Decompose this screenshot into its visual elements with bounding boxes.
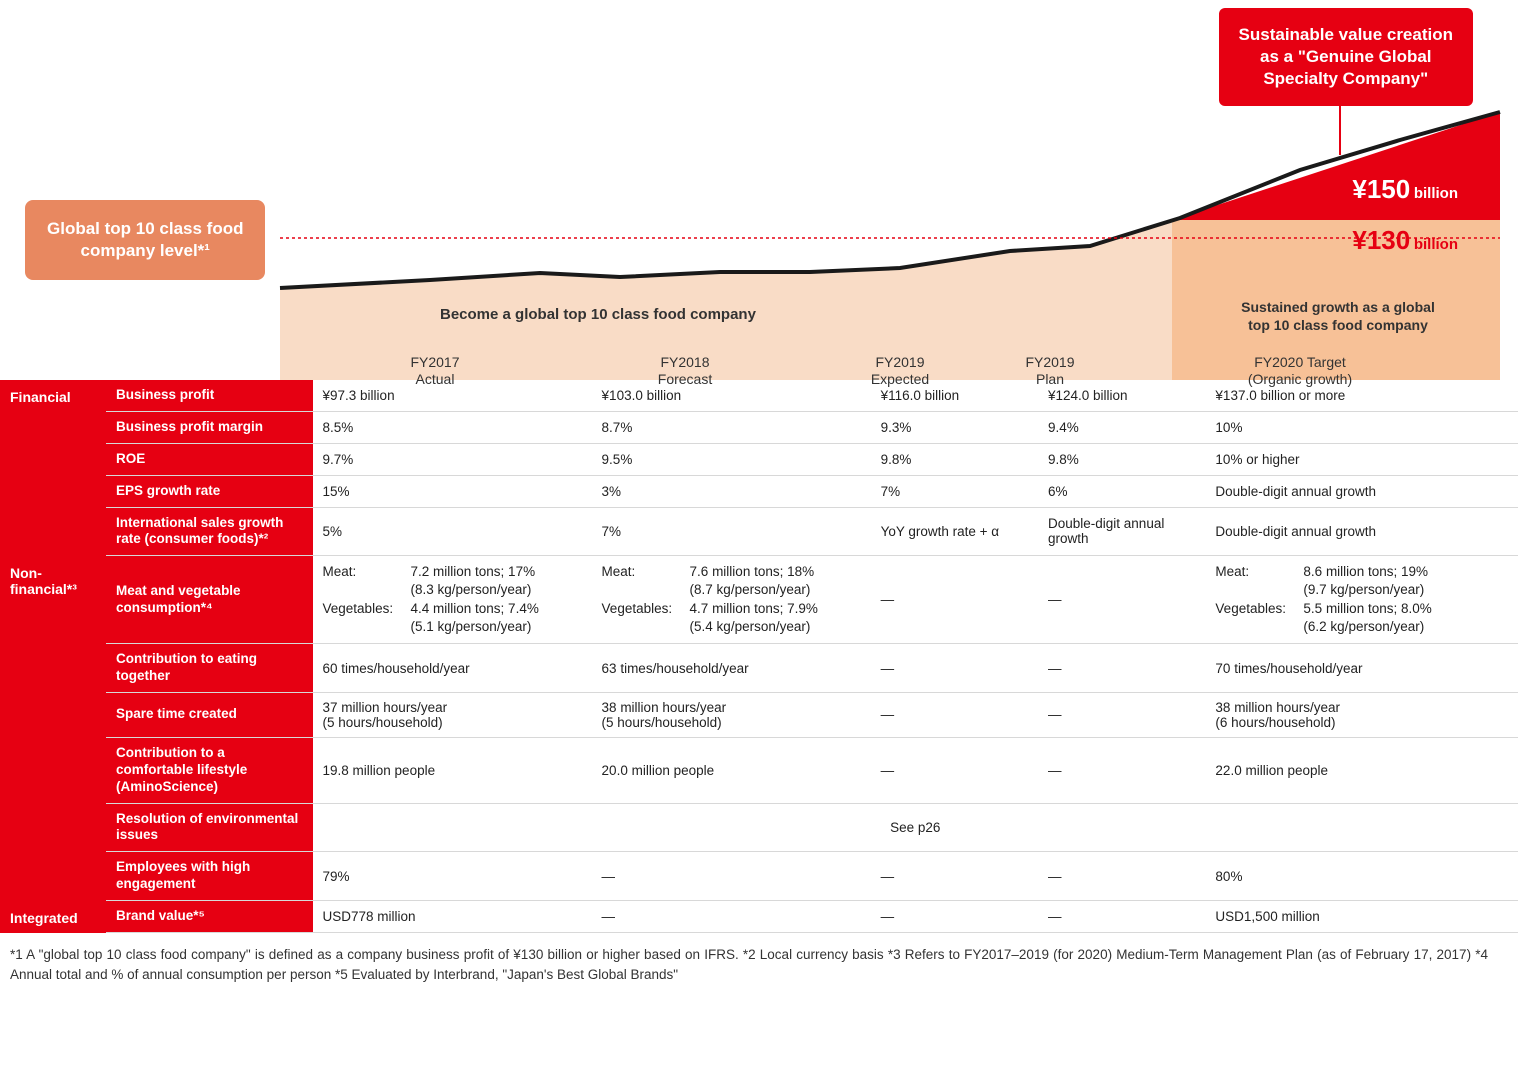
row-comfortable-lifestyle: Contribution to a comfortable lifestyle …	[0, 737, 1518, 803]
column-header: FY2020 Target(Organic growth)	[1170, 354, 1430, 388]
row-engagement: Employees with high engagement79%———80%	[0, 852, 1518, 901]
footnotes: *1 A "global top 10 class food company" …	[0, 933, 1518, 1006]
value-130b: ¥130 billion	[1352, 225, 1458, 256]
top-badge: Sustainable value creationas a "Genuine …	[1219, 8, 1473, 106]
row-bp-margin: Business profit margin8.5%8.7%9.3%9.4%10…	[0, 411, 1518, 443]
column-header: FY2018Forecast	[580, 354, 790, 388]
column-header: FY2019Expected	[830, 354, 970, 388]
become-label: Become a global top 10 class food compan…	[440, 306, 756, 323]
column-header: FY2019Plan	[980, 354, 1120, 388]
section-nonfinancial: Non-financial*³	[0, 556, 106, 901]
sustained-label: Sustained growth as a globaltop 10 class…	[1223, 298, 1453, 334]
growth-chart: Global top 10 class foodcompany level*¹ …	[0, 0, 1518, 380]
row-eps: EPS growth rate15%3%7%6%Double-digit ann…	[0, 475, 1518, 507]
infographic-root: Global top 10 class foodcompany level*¹ …	[0, 0, 1518, 1006]
row-environmental: Resolution of environmental issuesSee p2…	[0, 803, 1518, 852]
value-150b: ¥150 billion	[1352, 174, 1458, 205]
row-meat-veg: Non-financial*³ Meat and vegetable consu…	[0, 556, 1518, 644]
targets-table: Financial Business profit ¥97.3 billion …	[0, 380, 1518, 933]
left-badge: Global top 10 class foodcompany level*¹	[25, 200, 265, 280]
row-spare-time: Spare time created37 million hours/year(…	[0, 692, 1518, 737]
row-roe: ROE9.7%9.5%9.8%9.8%10% or higher	[0, 443, 1518, 475]
row-eating-together: Contribution to eating together60 times/…	[0, 644, 1518, 693]
row-intl-sales: International sales growth rate (consume…	[0, 507, 1518, 556]
section-financial: Financial	[0, 380, 106, 556]
section-integrated: Integrated	[0, 901, 106, 933]
column-header: FY2017Actual	[330, 354, 540, 388]
row-brand-value: Integrated Brand value*⁵ USD778 million—…	[0, 901, 1518, 933]
